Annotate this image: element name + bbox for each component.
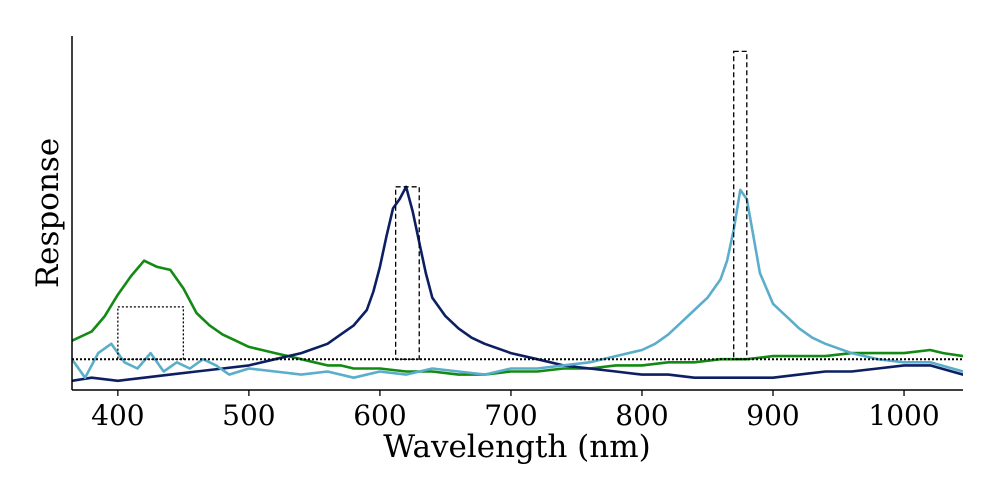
x-tick-label-500: 500 [222,399,275,432]
x-tick-label-700: 700 [484,399,537,432]
series-line-light-blue [72,188,963,380]
x-tick-label-400: 400 [91,399,144,432]
x-tick-label-600: 600 [353,399,406,432]
series-line-green [72,259,963,376]
x-tick-label-1000: 1000 [868,399,939,432]
x-tick-label-900: 900 [746,399,799,432]
axes [71,36,963,391]
plot-area [72,50,963,383]
band-box-2 [394,186,420,360]
plot-clip-group [72,50,963,383]
y-axis-title: Response [30,138,66,288]
band-box-1 [117,306,185,360]
series-line-navy [72,185,963,383]
x-axis-title: Wavelength (nm) [383,429,650,465]
band-box-3 [733,50,748,360]
x-axis-ticks: 400 500 600 700 800 900 1000 [91,390,940,432]
x-tick-label-800: 800 [615,399,668,432]
